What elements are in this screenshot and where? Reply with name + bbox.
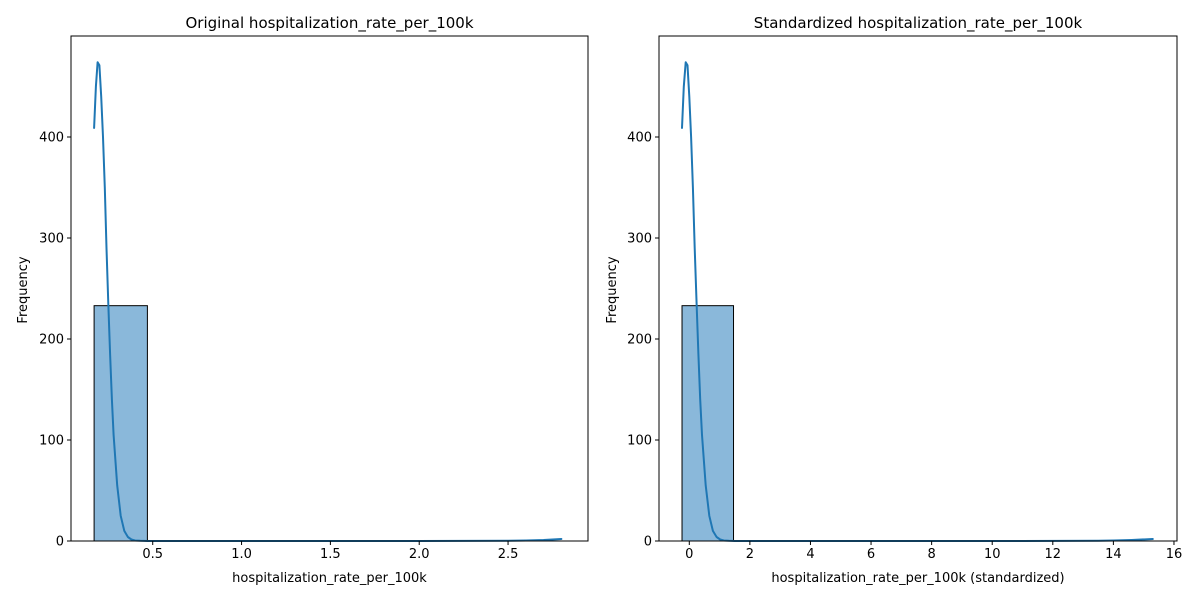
axes-frame — [70, 35, 589, 542]
kde-line — [93, 61, 563, 542]
y-axis-label: Frequency — [605, 256, 620, 323]
y-tick-label: 100 — [39, 434, 64, 449]
y-tick-label: 200 — [39, 333, 64, 348]
x-tick-label: 2.5 — [498, 547, 519, 562]
left-histogram-panel: Original hospitalization_rate_per_100k 0… — [16, 14, 589, 586]
plot-area: 0 2 4 6 8 10 12 14 16 0 100 200 300 400 — [627, 35, 1183, 562]
y-tick-label: 200 — [627, 333, 652, 348]
x-tick-label: 2.0 — [409, 547, 430, 562]
y-tick-label: 300 — [627, 232, 652, 247]
y-tick-label: 0 — [644, 535, 652, 550]
right-histogram-panel: Standardized hospitalization_rate_per_10… — [605, 14, 1182, 586]
kde-line — [681, 61, 1154, 542]
x-tick-label: 0 — [685, 547, 693, 562]
x-tick-label: 4 — [806, 547, 814, 562]
x-tick-label: 14 — [1105, 547, 1122, 562]
x-tick-label: 6 — [867, 547, 875, 562]
y-tick-label: 400 — [627, 131, 652, 146]
x-tick-label: 1.0 — [231, 547, 252, 562]
y-tick-label: 400 — [39, 131, 64, 146]
x-tick-label: 12 — [1045, 547, 1062, 562]
histogram-bar — [93, 305, 148, 542]
x-axis-label: hospitalization_rate_per_100k — [232, 571, 427, 586]
axes-frame — [658, 35, 1178, 542]
x-tick-label: 10 — [984, 547, 1001, 562]
y-axis-label: Frequency — [16, 256, 31, 323]
x-tick-label: 16 — [1166, 547, 1183, 562]
x-axis-label: hospitalization_rate_per_100k (standardi… — [771, 571, 1064, 586]
chart-title: Standardized hospitalization_rate_per_10… — [754, 14, 1083, 33]
y-tick-label: 300 — [39, 232, 64, 247]
y-tick-label: 100 — [627, 434, 652, 449]
plot-area: 0.5 1.0 1.5 2.0 2.5 0 100 200 300 400 — [39, 35, 589, 562]
x-tick-label: 2 — [746, 547, 754, 562]
chart-title: Original hospitalization_rate_per_100k — [185, 14, 473, 33]
x-tick-label: 8 — [927, 547, 935, 562]
y-tick-label: 0 — [56, 535, 64, 550]
x-tick-label: 1.5 — [320, 547, 341, 562]
x-tick-label: 0.5 — [142, 547, 163, 562]
